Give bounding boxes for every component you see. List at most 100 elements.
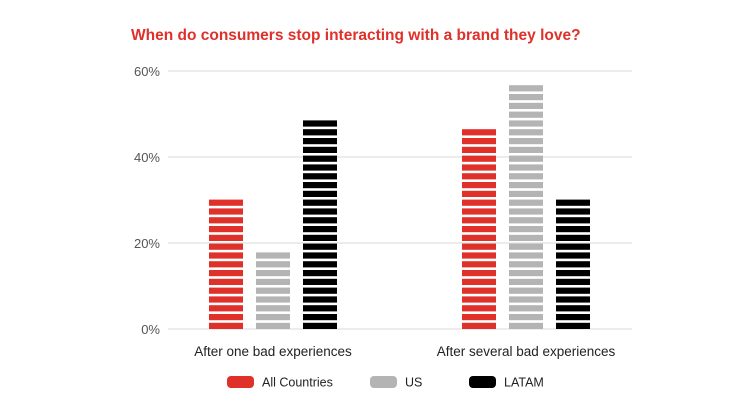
bar-stripe [209,322,243,329]
bar-stripe [556,261,590,268]
bar-stripe [462,190,496,197]
bar-us-1 [256,252,290,329]
y-tick-label: 20% [134,236,160,251]
bar-stripe [509,155,543,162]
bar-stripe [303,322,337,329]
bar-stripe [303,234,337,241]
bar-stripe [256,296,290,303]
bar-stripe [256,314,290,321]
legend-swatch-all-countries [227,376,254,388]
legend-swatch-us [370,376,397,388]
bar-stripe [303,208,337,215]
bar-stripe [462,129,496,136]
bar-stripe [303,164,337,171]
bar-stripe [462,296,496,303]
bar-stripe [256,305,290,312]
bar-stripe [462,173,496,180]
bar-stripe [509,278,543,285]
bar-stripe [303,138,337,145]
bar-stripe [303,278,337,285]
bar-stripe [509,199,543,206]
bar-stripe [556,243,590,250]
bar-stripe [509,217,543,224]
bar-stripe [462,199,496,206]
y-tick-label: 0% [141,322,160,337]
bar-stripe [303,287,337,294]
bar-stripe [256,261,290,268]
bar-us-2 [509,85,543,329]
bar-stripe [556,270,590,277]
bar-stripe [462,252,496,259]
y-tick-label: 60% [134,64,160,79]
bar-stripe [509,314,543,321]
gridlines [168,70,632,330]
bar-stripe [556,305,590,312]
bar-stripe [303,296,337,303]
bar-stripe [556,314,590,321]
bar-stripe [303,182,337,189]
legend-label-latam: LATAM [504,376,544,390]
bar-stripe [209,234,243,241]
bar-stripe [462,278,496,285]
bar-stripe [462,305,496,312]
bar-stripe [303,199,337,206]
bar-stripe [303,190,337,197]
bar-stripe [209,270,243,277]
bar-stripe [462,314,496,321]
bar-stripe [303,305,337,312]
bar-stripe [509,102,543,109]
bar-stripe [209,217,243,224]
bar-stripe [303,243,337,250]
bar-stripe [256,252,290,259]
bar-stripe [209,296,243,303]
legend-swatch-latam [469,376,496,388]
legend: All Countries US LATAM [227,376,544,390]
bar-stripe [256,270,290,277]
bar-stripe [509,173,543,180]
bar-stripe [256,322,290,329]
bar-stripe [303,226,337,233]
bar-stripe [509,243,543,250]
bar-stripe [462,138,496,145]
bar-stripe [209,252,243,259]
bar-stripe [556,322,590,329]
legend-label-all-countries: All Countries [262,376,333,390]
bar-stripe [509,129,543,136]
bar-stripe [462,226,496,233]
bar-stripe [303,146,337,153]
bars [209,85,590,329]
bar-stripe [462,146,496,153]
bar-stripe [462,208,496,215]
bar-stripe [462,155,496,162]
legend-label-us: US [405,376,422,390]
bar-stripe [509,287,543,294]
bar-stripe [509,252,543,259]
bar-stripe [256,287,290,294]
bar-stripe [509,120,543,127]
bar-stripe [209,243,243,250]
bar-stripe [303,155,337,162]
bar-stripe [556,234,590,241]
bar-stripe [509,322,543,329]
bar-stripe [256,278,290,285]
bar-stripe [556,217,590,224]
y-axis-ticks: 0% 20% 40% 60% [134,64,160,337]
bar-stripe [509,234,543,241]
bar-latam-1 [303,120,337,329]
y-tick-label: 40% [134,150,160,165]
bar-stripe [462,287,496,294]
bar-all-countries-1 [209,199,243,329]
bar-stripe [462,164,496,171]
bar-stripe [209,261,243,268]
bar-stripe [509,305,543,312]
bar-stripe [556,296,590,303]
bar-stripe [303,252,337,259]
bar-stripe [509,94,543,101]
x-category-label: After one bad experiences [194,344,352,359]
bar-stripe [462,182,496,189]
bar-stripe [556,208,590,215]
bar-stripe [209,314,243,321]
bar-stripe [303,217,337,224]
bar-stripe [209,226,243,233]
